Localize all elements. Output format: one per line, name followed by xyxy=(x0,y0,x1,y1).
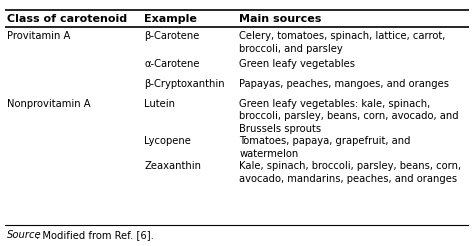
Text: Example: Example xyxy=(144,14,197,24)
Text: Main sources: Main sources xyxy=(239,14,322,24)
Text: : Modified from Ref. [6].: : Modified from Ref. [6]. xyxy=(36,230,154,240)
Text: Lycopene: Lycopene xyxy=(144,136,191,146)
Text: Tomatoes, papaya, grapefruit, and
watermelon: Tomatoes, papaya, grapefruit, and waterm… xyxy=(239,136,411,159)
Text: α-Carotene: α-Carotene xyxy=(144,59,200,69)
Text: Green leafy vegetables: kale, spinach,
broccoli, parsley, beans, corn, avocado, : Green leafy vegetables: kale, spinach, b… xyxy=(239,99,459,134)
Text: Papayas, peaches, mangoes, and oranges: Papayas, peaches, mangoes, and oranges xyxy=(239,79,449,89)
Text: Source: Source xyxy=(7,230,42,240)
Text: β-Cryptoxanthin: β-Cryptoxanthin xyxy=(144,79,225,89)
Text: Provitamin A: Provitamin A xyxy=(7,31,71,41)
Text: Zeaxanthin: Zeaxanthin xyxy=(144,161,201,171)
Text: Lutein: Lutein xyxy=(144,99,175,109)
Text: Green leafy vegetables: Green leafy vegetables xyxy=(239,59,356,69)
Text: β-Carotene: β-Carotene xyxy=(144,31,200,41)
Text: Kale, spinach, broccoli, parsley, beans, corn,
avocado, mandarins, peaches, and : Kale, spinach, broccoli, parsley, beans,… xyxy=(239,161,462,184)
Text: Nonprovitamin A: Nonprovitamin A xyxy=(7,99,91,109)
Text: Class of carotenoid: Class of carotenoid xyxy=(7,14,127,24)
Text: Celery, tomatoes, spinach, lattice, carrot,
broccoli, and parsley: Celery, tomatoes, spinach, lattice, carr… xyxy=(239,31,446,54)
